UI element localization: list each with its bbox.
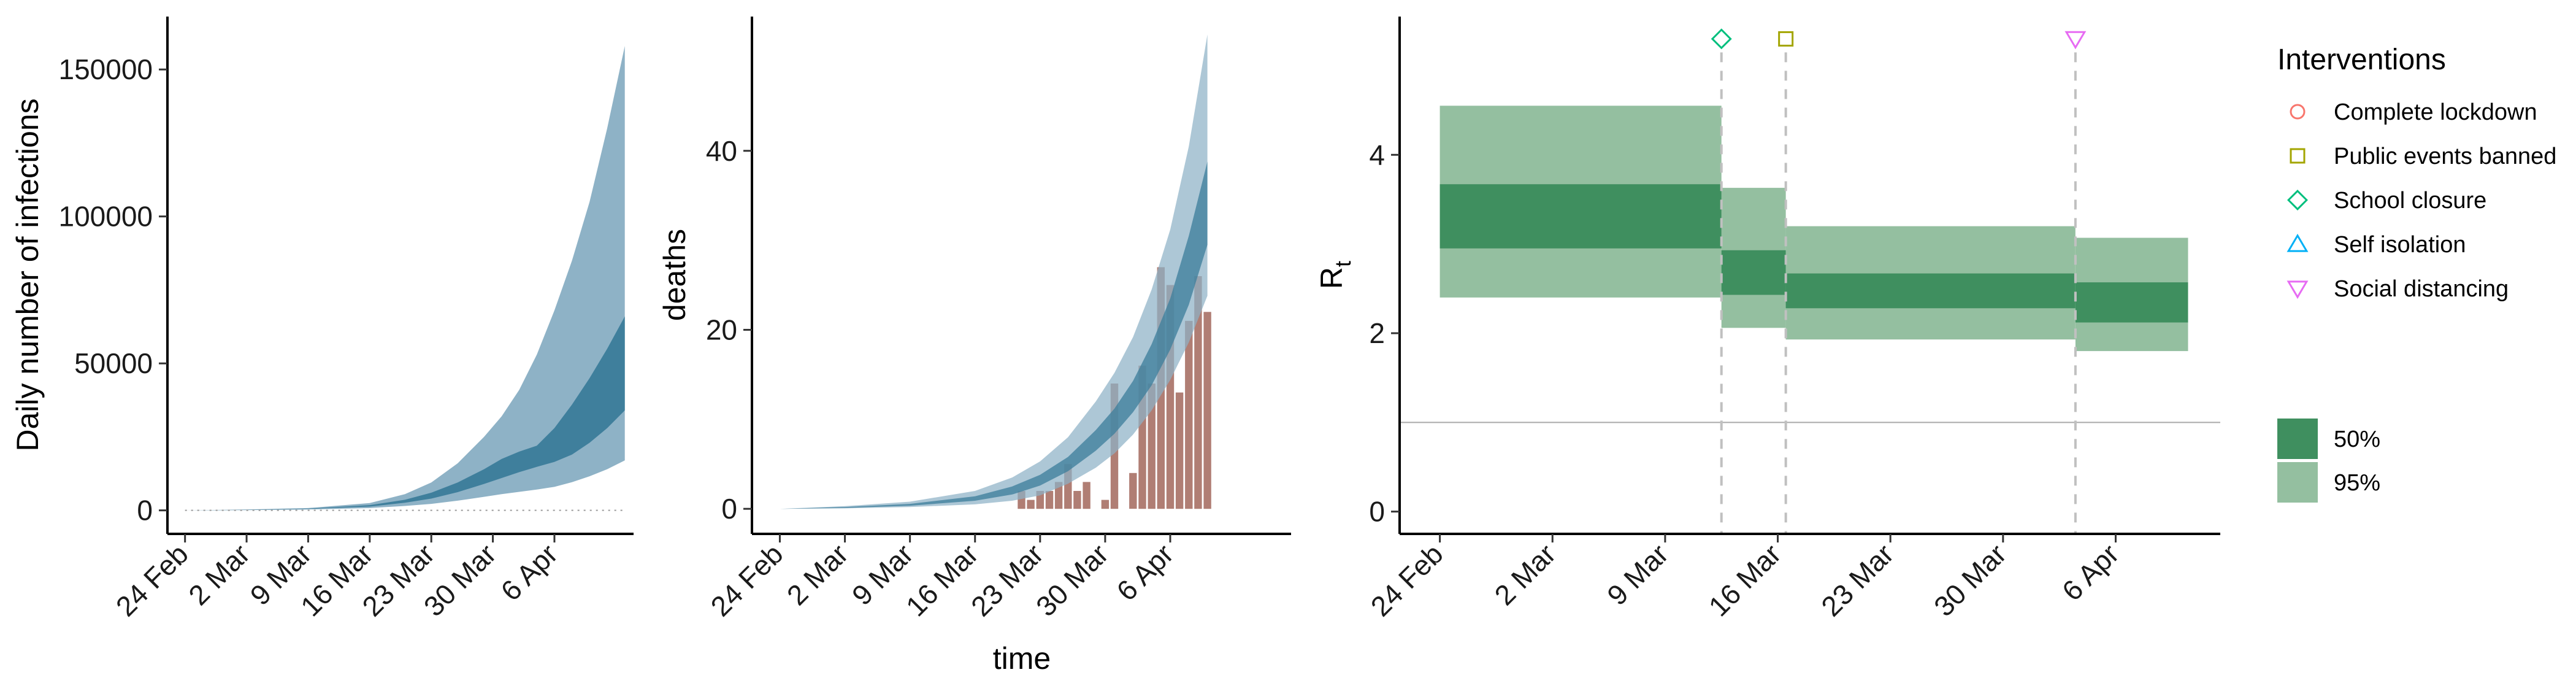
infections-x-tick-label: 6 Apr <box>494 538 564 607</box>
public-events-banned-legend-marker <box>2290 148 2306 164</box>
rt-y-tick-label: 4 <box>1369 139 1385 171</box>
infections-y-tick-label: 0 <box>137 495 153 527</box>
infections-95-band <box>185 45 625 511</box>
rt-intervention-marker <box>1711 28 1732 50</box>
deaths-x-tick-label: 6 Apr <box>1110 538 1179 607</box>
rt-y-tick-label: 0 <box>1369 496 1385 528</box>
deaths-observed-bar <box>1054 482 1063 509</box>
rt-y-axis-title: Rt <box>1314 261 1355 289</box>
rt-50-band-segment <box>1439 184 1722 249</box>
legend-fill-label: 95% <box>2334 470 2380 496</box>
legend-item-label: Complete lockdown <box>2334 99 2537 125</box>
deaths-observed-bar <box>1101 500 1110 509</box>
deaths-observed-bar <box>1129 473 1137 509</box>
deaths-observed-bar <box>1175 392 1184 509</box>
deaths-observed-bar <box>1185 320 1193 509</box>
social-distancing-legend-marker <box>2287 280 2309 299</box>
rt-x-tick-label: 24 Feb <box>1365 538 1449 622</box>
infections-x-tick-label: 2 Mar <box>182 538 256 611</box>
legend-item-label: Social distancing <box>2334 276 2509 302</box>
rt-50-band-segment <box>1721 250 1786 295</box>
deaths-y-axis-title: deaths <box>657 229 692 321</box>
deaths-x-tick-label: 30 Mar <box>1030 538 1114 622</box>
deaths-observed-bar <box>1194 276 1202 509</box>
legend-fill-label: 50% <box>2334 426 2380 452</box>
legend-item-label: School closure <box>2334 188 2486 214</box>
rt-x-tick-label: 30 Mar <box>1928 538 2012 622</box>
school-closure-legend-marker <box>2287 190 2308 210</box>
deaths-y-tick-label: 0 <box>721 493 737 525</box>
infections-y-tick-label: 100000 <box>59 201 153 233</box>
infections-panel: Daily number of infections 0 50000 100000 1… <box>10 17 634 622</box>
infections-y-axis-title: Daily number of infections <box>10 98 45 451</box>
rt-50-band-segment <box>1785 273 2076 309</box>
deaths-observed-bar <box>1045 491 1054 509</box>
deaths-observed-bar <box>1148 384 1156 509</box>
legend-swatch-50 <box>2277 419 2318 459</box>
deaths-y-tick-label: 20 <box>706 314 737 345</box>
deaths-x-tick-label: 16 Mar <box>900 538 984 622</box>
rt-x-tick-label: 23 Mar <box>1815 538 1899 622</box>
deaths-observed-bar <box>1083 482 1091 509</box>
deaths-observed-bar <box>1027 500 1035 509</box>
rt-50-band-segment <box>2075 282 2188 323</box>
infections-y-tick-label: 50000 <box>74 347 153 379</box>
infections-50-band <box>185 316 625 511</box>
self-isolation-legend-marker <box>2287 233 2309 252</box>
complete-lockdown-legend-marker <box>2290 104 2306 120</box>
interventions-legend: Interventions Complete lockdown Public ev… <box>2277 44 2556 503</box>
rt-x-tick-label: 2 Mar <box>1488 538 1562 611</box>
infections-y-tick-label: 150000 <box>59 53 153 85</box>
rt-x-tick-label: 16 Mar <box>1703 538 1787 622</box>
deaths-y-tick-label: 40 <box>706 135 737 167</box>
deaths-x-tick-label: 23 Mar <box>965 538 1049 622</box>
legend-item-label: Self isolation <box>2334 232 2466 258</box>
deaths-x-axis-title: time <box>993 641 1051 676</box>
rt-panel: Rt 0 2 4 24 Feb 2 Mar 9 Mar 16 Mar 23 Mar 30 Mar… <box>1314 17 2220 622</box>
rt-y-axis-title-subscript: t <box>1330 261 1355 267</box>
rt-y-tick-label: 2 <box>1369 317 1385 349</box>
infections-x-tick-label: 24 Feb <box>110 538 194 622</box>
legend-swatch-95 <box>2277 462 2318 503</box>
deaths-observed-bar <box>1073 491 1081 509</box>
legend-title: Interventions <box>2277 44 2446 76</box>
rt-x-tick-label: 6 Apr <box>2056 538 2125 607</box>
deaths-x-tick-label: 2 Mar <box>781 538 854 611</box>
rt-intervention-marker <box>2064 31 2087 50</box>
deaths-x-tick-label: 24 Feb <box>704 538 789 622</box>
deaths-observed-bar <box>1203 312 1211 509</box>
rt-intervention-marker <box>1778 31 1794 47</box>
legend-item-label: Public events banned <box>2334 144 2556 169</box>
rt-y-axis-title-main: R <box>1314 267 1349 289</box>
rt-x-tick-label: 9 Mar <box>1601 538 1674 611</box>
